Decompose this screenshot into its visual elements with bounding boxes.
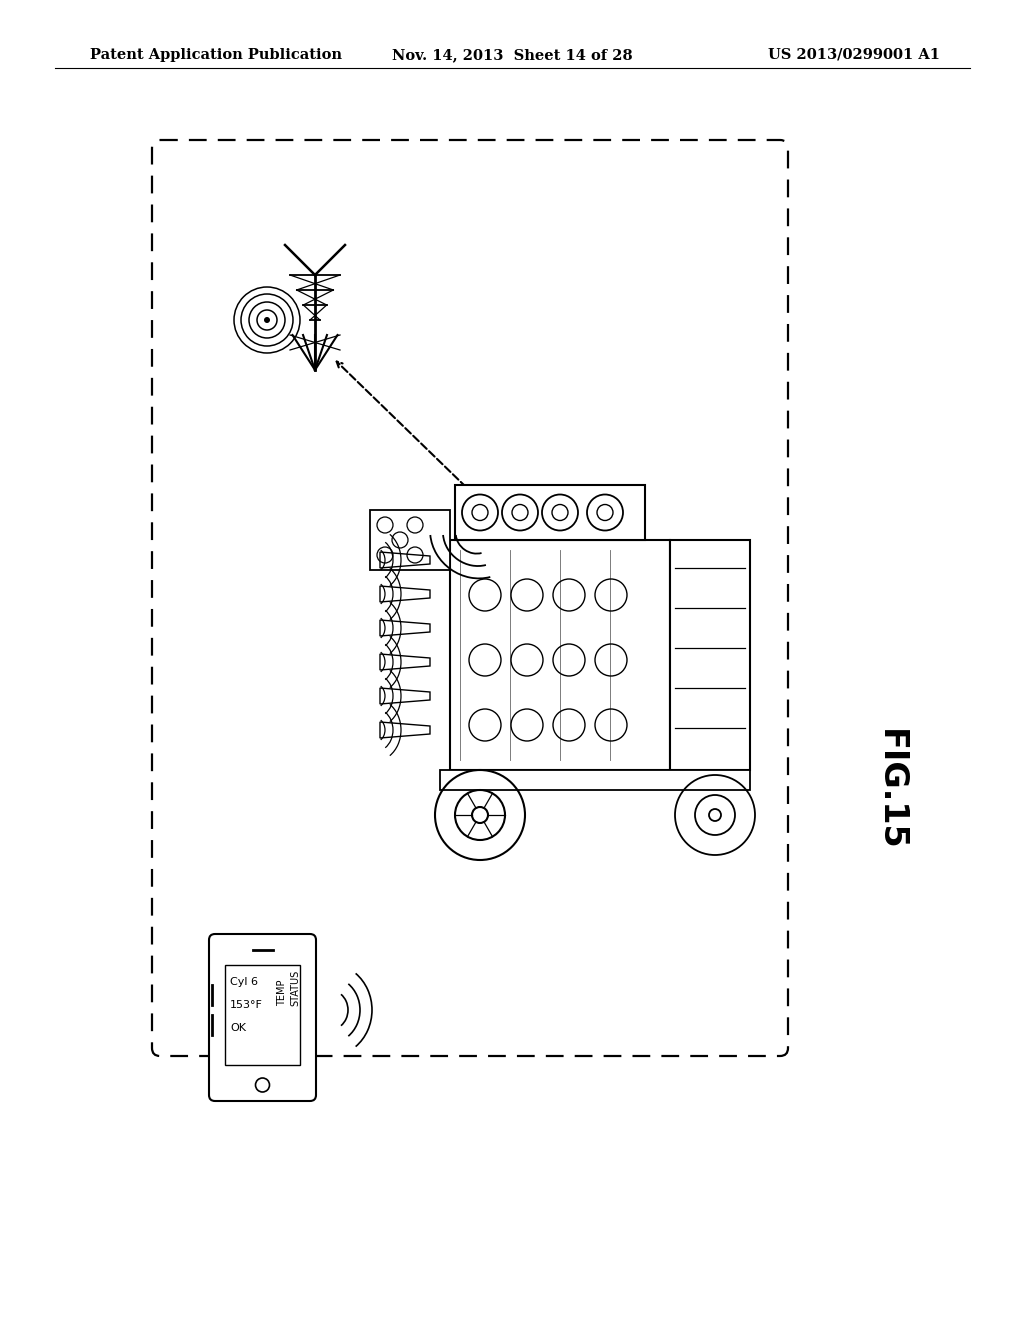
Text: Patent Application Publication: Patent Application Publication [90, 48, 342, 62]
Text: 153°F: 153°F [230, 1001, 263, 1010]
Bar [440, 770, 750, 789]
Circle shape [264, 317, 270, 323]
Polygon shape [380, 586, 430, 602]
Polygon shape [380, 722, 430, 738]
Text: Nov. 14, 2013  Sheet 14 of 28: Nov. 14, 2013 Sheet 14 of 28 [392, 48, 632, 62]
Text: Cyl 6: Cyl 6 [230, 977, 258, 987]
Text: OK: OK [230, 1023, 246, 1034]
Bar [225, 965, 300, 1065]
Polygon shape [380, 620, 430, 636]
Polygon shape [380, 688, 430, 704]
Text: FIG.15: FIG.15 [873, 729, 906, 851]
Text: US 2013/0299001 A1: US 2013/0299001 A1 [768, 48, 940, 62]
FancyBboxPatch shape [209, 935, 316, 1101]
Polygon shape [380, 552, 430, 568]
Bar [670, 540, 750, 770]
Bar [455, 484, 645, 540]
Text: TEMP
STATUS: TEMP STATUS [278, 969, 300, 1006]
Polygon shape [380, 653, 430, 671]
Bar [450, 540, 670, 770]
Bar [370, 510, 450, 570]
